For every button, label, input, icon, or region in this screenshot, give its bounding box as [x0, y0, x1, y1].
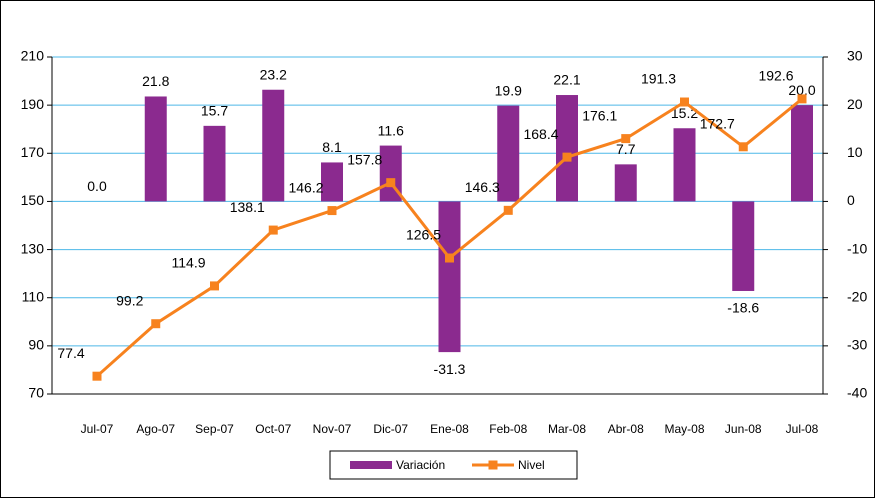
line-value-label: 176.1: [582, 107, 617, 123]
bar-value-label: 15.7: [201, 103, 228, 119]
bar: [791, 105, 813, 202]
x-tick-label: Nov-07: [313, 422, 352, 436]
x-tick-label: Dic-07: [373, 422, 408, 436]
bar: [262, 89, 285, 202]
y2-tick-label: -30: [847, 337, 867, 353]
line-value-label: 168.4: [523, 126, 558, 142]
y-tick-label: 190: [21, 96, 45, 112]
y2-tick-label: -40: [847, 385, 867, 401]
y2-tick-label: -10: [847, 240, 867, 256]
line-value-label: 138.1: [230, 199, 265, 215]
line-value-label: 114.9: [172, 255, 206, 271]
x-tick-label: Jul-08: [786, 422, 819, 436]
y2-tick-label: 30: [847, 48, 863, 64]
line-marker: [738, 142, 748, 152]
y-tick-label: 70: [28, 385, 44, 401]
x-tick-label: May-08: [664, 422, 704, 436]
line-marker: [327, 206, 337, 216]
bar-value-label: -18.6: [727, 300, 759, 316]
line-marker: [562, 152, 572, 162]
line-marker: [92, 371, 102, 381]
line-value-label: 157.8: [347, 151, 382, 167]
bar-value-label: 21.8: [142, 73, 169, 89]
x-tick-label: Jul-07: [81, 422, 114, 436]
line-value-label: 99.2: [116, 292, 143, 308]
bar: [321, 162, 343, 202]
y2-tick-label: 20: [847, 96, 863, 112]
bar-value-label: 22.1: [553, 72, 580, 88]
legend-label: Nivel: [518, 458, 545, 472]
x-tick-label: Abr-08: [608, 422, 644, 436]
line-marker: [445, 253, 454, 263]
bar-value-label: 23.2: [260, 66, 287, 82]
y-tick-label: 130: [21, 240, 45, 256]
bar: [497, 105, 520, 202]
legend-swatch-marker: [488, 460, 498, 470]
line-value-label: 192.6: [758, 68, 793, 84]
bar: [144, 96, 167, 202]
y2-tick-label: 0: [847, 192, 855, 208]
line-marker: [386, 178, 396, 188]
bar: [673, 128, 696, 202]
y-tick-label: 110: [22, 288, 45, 304]
line-marker: [268, 225, 278, 235]
line-value-label: 146.3: [465, 179, 500, 195]
bar: [614, 164, 637, 202]
line-value-label: 126.5: [406, 227, 441, 243]
line-value-label: 191.3: [641, 71, 676, 87]
line-value-label: 146.2: [288, 179, 323, 195]
x-tick-label: Oct-07: [255, 422, 291, 436]
x-tick-label: Ago-07: [136, 422, 175, 436]
line-marker: [621, 134, 631, 144]
y-tick-label: 170: [21, 144, 45, 160]
line-marker: [680, 97, 689, 107]
bar-value-label: 0.0: [87, 178, 107, 194]
x-tick-label: Feb-08: [489, 422, 527, 436]
legend-label: Variación: [396, 458, 445, 472]
bar-value-label: 20.0: [788, 82, 815, 98]
y-tick-label: 150: [21, 192, 45, 208]
line-marker: [210, 281, 219, 291]
bar-value-label: 8.1: [322, 139, 342, 155]
line-marker: [151, 319, 161, 329]
line-value-label: 77.4: [57, 345, 84, 361]
x-tick-label: Mar-08: [548, 422, 586, 436]
line-marker: [503, 205, 513, 215]
x-tick-label: Ene-08: [430, 422, 469, 436]
bar: [203, 125, 226, 202]
y2-tick-label: -20: [847, 288, 867, 304]
bar: [556, 95, 578, 202]
bar-value-label: 19.9: [495, 82, 522, 98]
bar: [732, 201, 755, 291]
x-tick-label: Sep-07: [195, 422, 234, 436]
line-value-label: 172.7: [700, 115, 735, 131]
y2-tick-label: 10: [847, 144, 863, 160]
y-tick-label: 210: [21, 48, 45, 64]
x-tick-label: Jun-08: [725, 422, 762, 436]
legend-swatch: [350, 461, 392, 469]
y-tick-label: 90: [28, 337, 44, 353]
line-marker: [797, 94, 807, 104]
bar: [438, 201, 461, 353]
bar-value-label: 11.6: [378, 122, 404, 138]
bar-value-label: 7.7: [616, 141, 636, 157]
bar-value-label: -31.3: [434, 361, 466, 377]
